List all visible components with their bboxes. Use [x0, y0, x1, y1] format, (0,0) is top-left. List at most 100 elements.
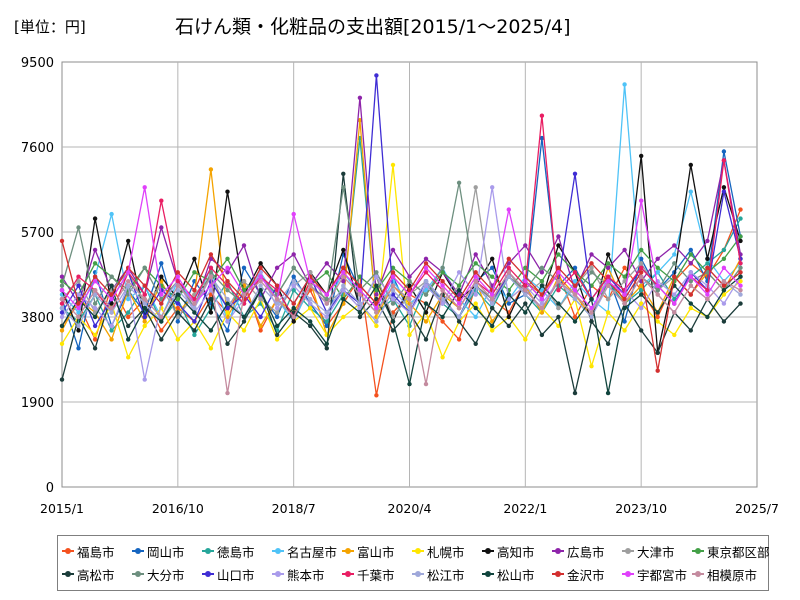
data-point	[274, 314, 280, 320]
data-point	[241, 265, 247, 270]
data-point	[672, 310, 677, 315]
legend-swatch	[272, 568, 284, 580]
data-point	[622, 301, 627, 306]
data-point	[407, 288, 412, 293]
data-point	[76, 323, 81, 329]
data-point	[142, 185, 147, 190]
data-point	[126, 355, 131, 360]
data-point	[291, 301, 296, 306]
data-point	[308, 279, 313, 284]
data-point	[159, 225, 164, 230]
data-point	[76, 283, 81, 288]
data-point	[440, 265, 445, 270]
data-point	[92, 279, 98, 284]
data-point	[258, 279, 263, 284]
data-point	[423, 337, 429, 342]
data-point	[556, 288, 561, 293]
data-point	[159, 261, 164, 266]
data-point	[655, 265, 660, 270]
legend-label: 高松市	[77, 567, 115, 583]
data-point	[672, 292, 677, 297]
data-point	[291, 305, 296, 311]
data-point	[374, 274, 379, 279]
data-point	[390, 247, 396, 253]
data-point	[721, 319, 727, 324]
data-point	[539, 283, 545, 288]
data-point	[506, 314, 511, 320]
data-point	[556, 234, 561, 239]
data-point	[605, 252, 611, 257]
data-point	[225, 328, 230, 333]
data-point	[655, 292, 660, 297]
data-point	[572, 283, 578, 288]
data-point	[291, 211, 296, 217]
data-point	[539, 292, 545, 297]
data-point	[159, 314, 164, 320]
data-point	[92, 247, 98, 253]
data-point	[59, 283, 65, 288]
data-point	[423, 301, 429, 306]
data-point	[225, 305, 230, 311]
data-point	[589, 270, 594, 275]
data-point	[92, 274, 98, 279]
data-point	[258, 274, 263, 279]
data-point	[225, 341, 230, 346]
data-point	[142, 283, 147, 288]
data-point	[225, 319, 230, 324]
data-point	[341, 270, 346, 275]
data-point	[639, 305, 644, 311]
data-point	[374, 319, 379, 324]
data-point	[556, 279, 561, 284]
data-point	[589, 305, 594, 311]
data-point	[59, 314, 65, 320]
data-point	[258, 296, 263, 302]
data-point	[76, 328, 81, 333]
data-point	[721, 158, 727, 163]
legend-item: 高松市	[62, 564, 132, 584]
data-point	[688, 261, 693, 266]
data-point	[423, 270, 429, 275]
legend-label: 福島市	[77, 544, 115, 560]
data-point	[175, 301, 180, 306]
data-point	[490, 301, 495, 306]
data-point	[622, 328, 627, 333]
data-point	[159, 319, 164, 324]
data-point	[324, 346, 329, 351]
data-point	[539, 332, 545, 338]
data-point	[291, 252, 296, 257]
data-point	[109, 337, 114, 342]
data-point	[175, 270, 180, 275]
data-point	[374, 270, 379, 275]
data-point	[539, 265, 545, 270]
data-point	[605, 274, 611, 279]
data-point	[456, 337, 462, 342]
data-point	[688, 328, 693, 333]
data-point	[605, 265, 611, 270]
data-point	[175, 296, 180, 302]
data-point	[738, 301, 743, 306]
data-point	[738, 292, 743, 297]
data-point	[622, 265, 627, 270]
data-point	[241, 292, 247, 297]
data-point	[126, 337, 131, 342]
x-tick-label: 2015/1	[40, 501, 84, 516]
data-point	[721, 288, 727, 293]
data-point	[705, 288, 710, 293]
data-point	[92, 301, 98, 306]
data-point	[523, 292, 528, 297]
data-point	[423, 319, 429, 324]
data-point	[390, 319, 396, 324]
data-point	[109, 296, 114, 302]
data-point	[341, 279, 346, 284]
data-point	[175, 314, 180, 320]
data-point	[324, 292, 329, 297]
data-point	[423, 279, 429, 284]
data-point	[274, 265, 280, 270]
legend-label: 金沢市	[567, 567, 605, 583]
data-point	[589, 310, 594, 315]
data-point	[324, 296, 329, 302]
x-tick-label: 2025/7	[735, 501, 779, 516]
data-point	[672, 274, 677, 279]
data-point	[192, 301, 197, 306]
data-point	[175, 274, 180, 279]
